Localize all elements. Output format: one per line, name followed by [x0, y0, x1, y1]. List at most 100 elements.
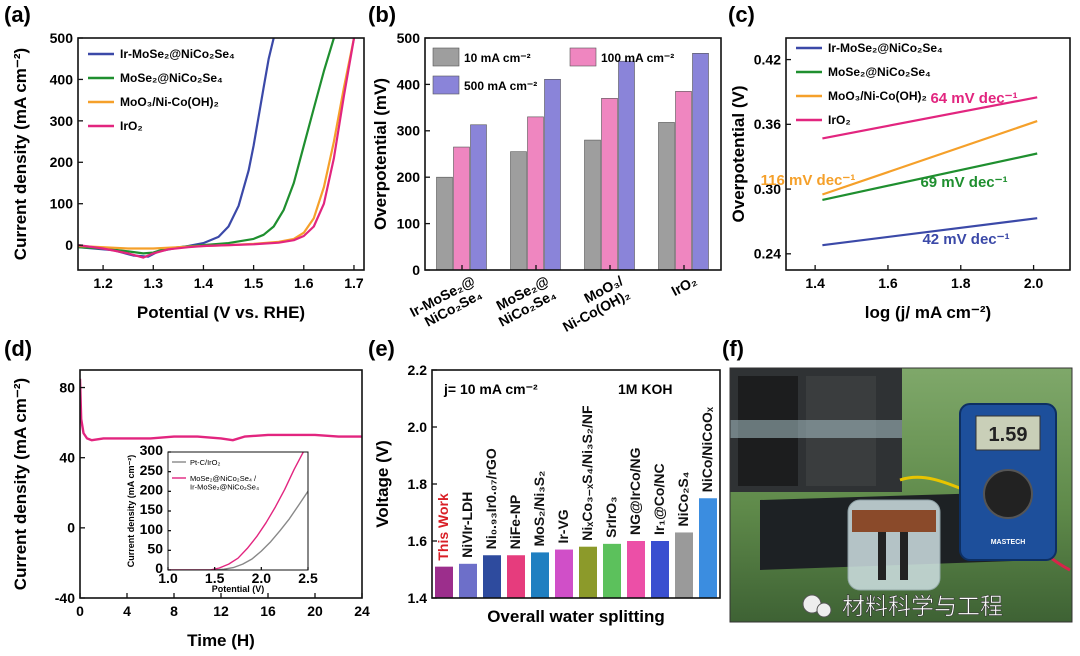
bar	[603, 543, 621, 598]
legend-swatch	[569, 47, 597, 67]
bar	[601, 98, 618, 271]
series-line	[822, 120, 1038, 196]
legend-entry: MoSe₂@NiCo₂Se₄	[120, 71, 223, 85]
bar	[470, 124, 487, 271]
y-tick-label: 300	[397, 123, 421, 139]
category-label: NiₓCo₃₋ₓS₄/Ni₃S₂/NF	[579, 405, 595, 541]
x-tick-label: 1.8	[951, 275, 971, 291]
y-tick-label: 200	[140, 481, 164, 497]
bar	[658, 122, 675, 271]
bar	[510, 151, 527, 271]
bar	[483, 555, 501, 598]
category-label: MoSe₂@NiCo₂Se₄	[489, 273, 559, 330]
bar	[435, 566, 453, 598]
x-tick-label: 20	[307, 603, 323, 619]
legend-swatch	[432, 75, 460, 95]
inset-series-line	[168, 490, 308, 570]
x-axis-label: log (j/ mA cm⁻²)	[865, 303, 991, 322]
y-tick-label: 200	[50, 154, 74, 170]
x-tick-label: 1.7	[344, 275, 364, 291]
y-tick-label: 1.6	[408, 533, 428, 549]
panel-label: (b)	[368, 2, 396, 27]
bar	[692, 53, 709, 271]
panel-e: (e) This Work NiVIr-LDH Ni₀.₉₃Ir0.₀₇/rGO NiF…	[368, 336, 721, 626]
y-tick-label: 150	[140, 501, 164, 517]
x-axis-label: Time (H)	[187, 631, 255, 650]
electrolyte-surface	[730, 420, 902, 438]
bar	[531, 552, 549, 598]
watermark-text: 材料科学与工程	[842, 593, 1003, 619]
legend-swatch	[432, 47, 460, 67]
annotation: 1M KOH	[618, 381, 672, 397]
bar	[651, 541, 669, 598]
inset-x-label: Potential (V)	[212, 584, 265, 594]
y-tick-label: 0	[65, 237, 73, 253]
x-axis-label: Overall water splitting	[487, 607, 665, 626]
x-tick-label: 4	[123, 603, 131, 619]
photo-frame	[729, 367, 1073, 623]
y-tick-label: 250	[140, 462, 164, 478]
legend-entry: 100 mA cm⁻²	[601, 51, 674, 65]
inset-legend-entry: MoSe₂@NiCo₂Se₄ / Ir-MoSe₂@NiCo₂Se₄	[190, 474, 259, 491]
panel-a: (a) 1.2 1.3 1.4 1.5 1.6 1.7 0 100 200 300 400 500 Pot…	[4, 2, 365, 322]
y-tick-label: 400	[50, 71, 74, 87]
plot-area	[78, 38, 356, 259]
bar	[675, 532, 693, 598]
bar	[436, 176, 453, 271]
series-line	[80, 378, 362, 442]
y-tick-label: 0.30	[754, 181, 781, 197]
y-tick-label: 500	[397, 30, 421, 46]
inset-plot-area	[168, 452, 308, 570]
x-tick-label: 2.0	[252, 570, 272, 586]
bar	[544, 78, 561, 271]
category-label: Ir-MoSe₂@NiCo₂Se₄	[407, 273, 485, 334]
x-axis-label: Potential (V vs. RHE)	[137, 303, 305, 322]
x-tick-label: 1.4	[805, 275, 825, 291]
panel-f: (f) 1.59 MASTECH 材料科学与工程	[722, 336, 1073, 623]
series-line	[822, 152, 1038, 201]
multimeter-brand: MASTECH	[991, 539, 1026, 546]
category-label: Ir₁@Co/NC	[651, 463, 667, 535]
series-line	[822, 96, 1038, 140]
panel-label: (a)	[4, 2, 31, 27]
panel-label: (d)	[4, 336, 32, 361]
bar	[584, 139, 601, 271]
multimeter-reading: 1.59	[989, 424, 1028, 446]
inset-series-line	[168, 452, 304, 570]
legend-entry: 500 mA cm⁻²	[464, 79, 537, 93]
category-label: NiVIr-LDH	[459, 492, 475, 558]
y-tick-label: 300	[140, 442, 164, 458]
wechat-icon-bubble	[816, 602, 832, 618]
bar	[675, 91, 692, 271]
bar	[453, 146, 470, 271]
y-tick-label: 1.4	[408, 590, 428, 606]
legend-entry: MoO₃/Ni-Co(OH)₂	[120, 95, 219, 109]
y-tick-label: 0.42	[754, 51, 781, 67]
slope-annotation: 69 mV dec⁻¹	[920, 174, 1007, 191]
y-tick-label: 1.8	[408, 476, 428, 492]
bar	[555, 549, 573, 598]
y-tick-label: 2.2	[408, 362, 428, 378]
category-label: Ni₀.₉₃Ir0.₀₇/rGO	[483, 448, 499, 549]
y-tick-label: 0.36	[754, 116, 781, 132]
y-tick-label: 0	[155, 560, 163, 576]
category-label: IrO₂	[669, 273, 700, 300]
legend-entry: Ir-MoSe₂@NiCo₂Se₄	[120, 47, 235, 61]
x-tick-label: 0	[76, 603, 84, 619]
y-tick-label: 0	[412, 262, 420, 278]
slope-annotation: 116 mV dec⁻¹	[761, 172, 856, 189]
series-line	[78, 38, 356, 250]
series-line	[78, 38, 275, 258]
plot-area	[80, 378, 362, 442]
multimeter-dial	[983, 469, 1033, 519]
y-tick-label: 500	[50, 30, 74, 46]
y-tick-label: 200	[397, 169, 421, 185]
beaker-lid	[852, 510, 936, 532]
y-axis-label: Voltage (V)	[373, 440, 392, 528]
y-tick-label: 300	[50, 113, 74, 129]
bar	[459, 563, 477, 598]
slope-annotation: 64 mV dec⁻¹	[930, 90, 1017, 107]
electrode-left	[878, 532, 886, 580]
panel-label: (e)	[368, 336, 395, 361]
x-tick-label: 1.3	[144, 275, 164, 291]
